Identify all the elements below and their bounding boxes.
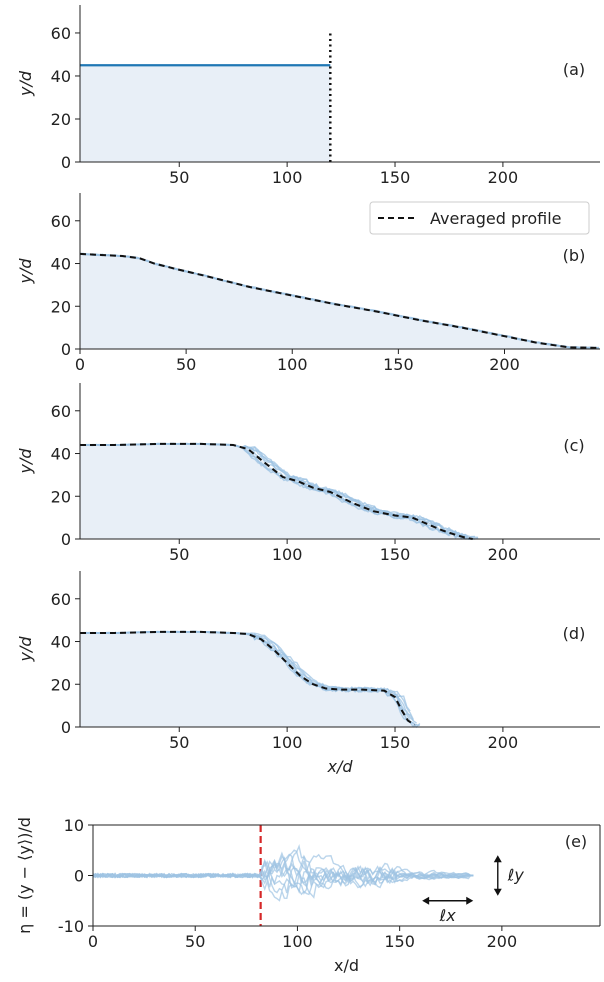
y-tick-label: 0 bbox=[61, 718, 71, 737]
pile-fill bbox=[80, 443, 473, 539]
y-tick-label: 40 bbox=[51, 255, 71, 274]
lx-arrowhead-right bbox=[466, 896, 474, 905]
y-tick-label: 20 bbox=[51, 110, 71, 129]
y-axis-label: y/d bbox=[16, 636, 35, 663]
x-tick-label: 50 bbox=[169, 733, 189, 752]
fluctuation-line bbox=[92, 862, 474, 895]
y-tick-label: 20 bbox=[51, 675, 71, 694]
y-axis-label: y/d bbox=[16, 70, 35, 97]
panel-d: 50 100 150 200 0 20 40 60 y/d x/d (d) bbox=[16, 571, 600, 776]
x-tick-label: 100 bbox=[272, 545, 303, 564]
y-tick-label: 0 bbox=[61, 340, 71, 359]
panel-label: (b) bbox=[563, 246, 586, 265]
y-tick-label: 0 bbox=[61, 530, 71, 549]
ly-arrowhead-bottom bbox=[493, 888, 502, 896]
x-tick-label: 150 bbox=[380, 545, 411, 564]
x-tick-label: 150 bbox=[380, 733, 411, 752]
panel-b: Averaged profile 0 50 100 150 200 0 20 40 60 y/d (b… bbox=[16, 193, 601, 374]
lx-label: ℓx bbox=[439, 906, 457, 925]
ly-arrowhead-top bbox=[493, 855, 502, 863]
y-tick-label: 0 bbox=[61, 153, 71, 172]
x-tick-label: 150 bbox=[380, 168, 411, 187]
x-tick-label: 50 bbox=[169, 545, 189, 564]
y-tick-label: 20 bbox=[51, 297, 71, 316]
legend-box bbox=[369, 201, 590, 235]
ly-label: ℓy bbox=[507, 866, 525, 885]
x-tick-label: 50 bbox=[176, 355, 196, 374]
y-tick-label: 60 bbox=[51, 24, 71, 43]
y-tick-label: 20 bbox=[51, 487, 71, 506]
panel-label: (e) bbox=[565, 832, 587, 851]
x-tick-label: 150 bbox=[383, 355, 414, 374]
lx-arrowhead-left bbox=[422, 896, 430, 905]
y-axis-label: y/d bbox=[16, 448, 35, 475]
y-tick-label: 40 bbox=[51, 445, 71, 464]
fluctuation-line bbox=[92, 843, 474, 888]
panel-c: 50 100 150 200 0 20 40 60 y/d (c) bbox=[16, 383, 600, 564]
y-tick-label: 60 bbox=[51, 402, 71, 421]
x-tick-label: 0 bbox=[75, 355, 85, 374]
x-tick-label: 50 bbox=[185, 932, 205, 951]
x-tick-label: 100 bbox=[277, 355, 308, 374]
x-tick-label: 200 bbox=[488, 733, 519, 752]
x-tick-label: 200 bbox=[488, 545, 519, 564]
panel-a: 50 100 150 200 0 20 40 60 y/d (a) bbox=[16, 5, 600, 187]
x-axis-label: x/d bbox=[326, 757, 353, 776]
x-tick-label: 50 bbox=[169, 168, 189, 187]
pile-fill bbox=[80, 631, 415, 727]
y-tick-label: 40 bbox=[51, 633, 71, 652]
legend: Averaged profile bbox=[369, 201, 590, 235]
panel-label: (d) bbox=[563, 624, 586, 643]
pile-fill bbox=[80, 65, 331, 162]
pile-fill bbox=[80, 253, 600, 349]
x-tick-label: 200 bbox=[487, 932, 518, 951]
x-axis-label: x/d bbox=[334, 956, 359, 975]
averaged-profile-line bbox=[80, 442, 473, 540]
averaged-profile-line bbox=[79, 252, 601, 349]
averaged-profile-line bbox=[80, 630, 415, 726]
y-axis-label: η = (y − ⟨y⟩)/d bbox=[15, 817, 34, 934]
y-tick-label: 40 bbox=[51, 67, 71, 86]
fluctuation-line bbox=[92, 860, 474, 894]
y-tick-label: 60 bbox=[51, 590, 71, 609]
x-tick-label: 100 bbox=[272, 733, 303, 752]
fluctuation-line bbox=[92, 851, 474, 887]
panel-label: (a) bbox=[563, 60, 585, 79]
x-tick-label: 100 bbox=[282, 932, 313, 951]
x-tick-label: 200 bbox=[488, 168, 519, 187]
y-tick-label: 0 bbox=[74, 867, 84, 886]
x-tick-label: 0 bbox=[88, 932, 98, 951]
x-tick-label: 150 bbox=[384, 932, 415, 951]
panel-label: (c) bbox=[563, 436, 584, 455]
x-tick-label: 200 bbox=[489, 355, 520, 374]
x-tick-label: 100 bbox=[272, 168, 303, 187]
y-tick-label: 10 bbox=[64, 816, 84, 835]
legend-entry: Averaged profile bbox=[430, 209, 561, 228]
y-tick-label: 60 bbox=[51, 212, 71, 231]
y-tick-label: -10 bbox=[58, 917, 84, 936]
y-axis-label: y/d bbox=[16, 258, 35, 285]
